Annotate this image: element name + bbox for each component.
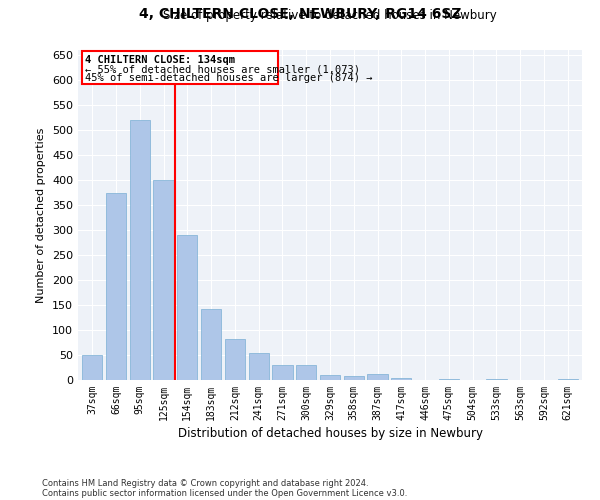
Bar [487, 379, 506, 380]
Bar [391, 378, 412, 380]
Bar [367, 374, 388, 380]
Text: 4, CHILTERN CLOSE, NEWBURY, RG14 6SZ: 4, CHILTERN CLOSE, NEWBURY, RG14 6SZ [139, 8, 461, 22]
Bar [439, 378, 459, 380]
Bar [248, 352, 269, 380]
X-axis label: Distribution of detached houses by size in Newbury: Distribution of detached houses by size … [178, 427, 482, 440]
Bar [106, 192, 126, 380]
Y-axis label: Number of detached properties: Number of detached properties [37, 128, 46, 302]
Text: 45% of semi-detached houses are larger (874) →: 45% of semi-detached houses are larger (… [85, 73, 373, 83]
Title: Size of property relative to detached houses in Newbury: Size of property relative to detached ho… [163, 10, 497, 22]
Text: ← 55% of detached houses are smaller (1,073): ← 55% of detached houses are smaller (1,… [85, 64, 360, 74]
Bar [272, 365, 293, 380]
Bar [130, 120, 150, 380]
Text: Contains HM Land Registry data © Crown copyright and database right 2024.: Contains HM Land Registry data © Crown c… [42, 478, 368, 488]
Text: 4 CHILTERN CLOSE: 134sqm: 4 CHILTERN CLOSE: 134sqm [85, 55, 235, 65]
Bar [201, 308, 221, 380]
Bar [320, 375, 340, 380]
Bar [154, 180, 173, 380]
Bar [344, 376, 364, 380]
Bar [82, 355, 103, 380]
Bar [225, 339, 245, 380]
Bar [296, 365, 316, 380]
Bar [177, 235, 197, 380]
Text: Contains public sector information licensed under the Open Government Licence v3: Contains public sector information licen… [42, 488, 407, 498]
Bar [557, 378, 578, 380]
Bar [82, 51, 278, 84]
